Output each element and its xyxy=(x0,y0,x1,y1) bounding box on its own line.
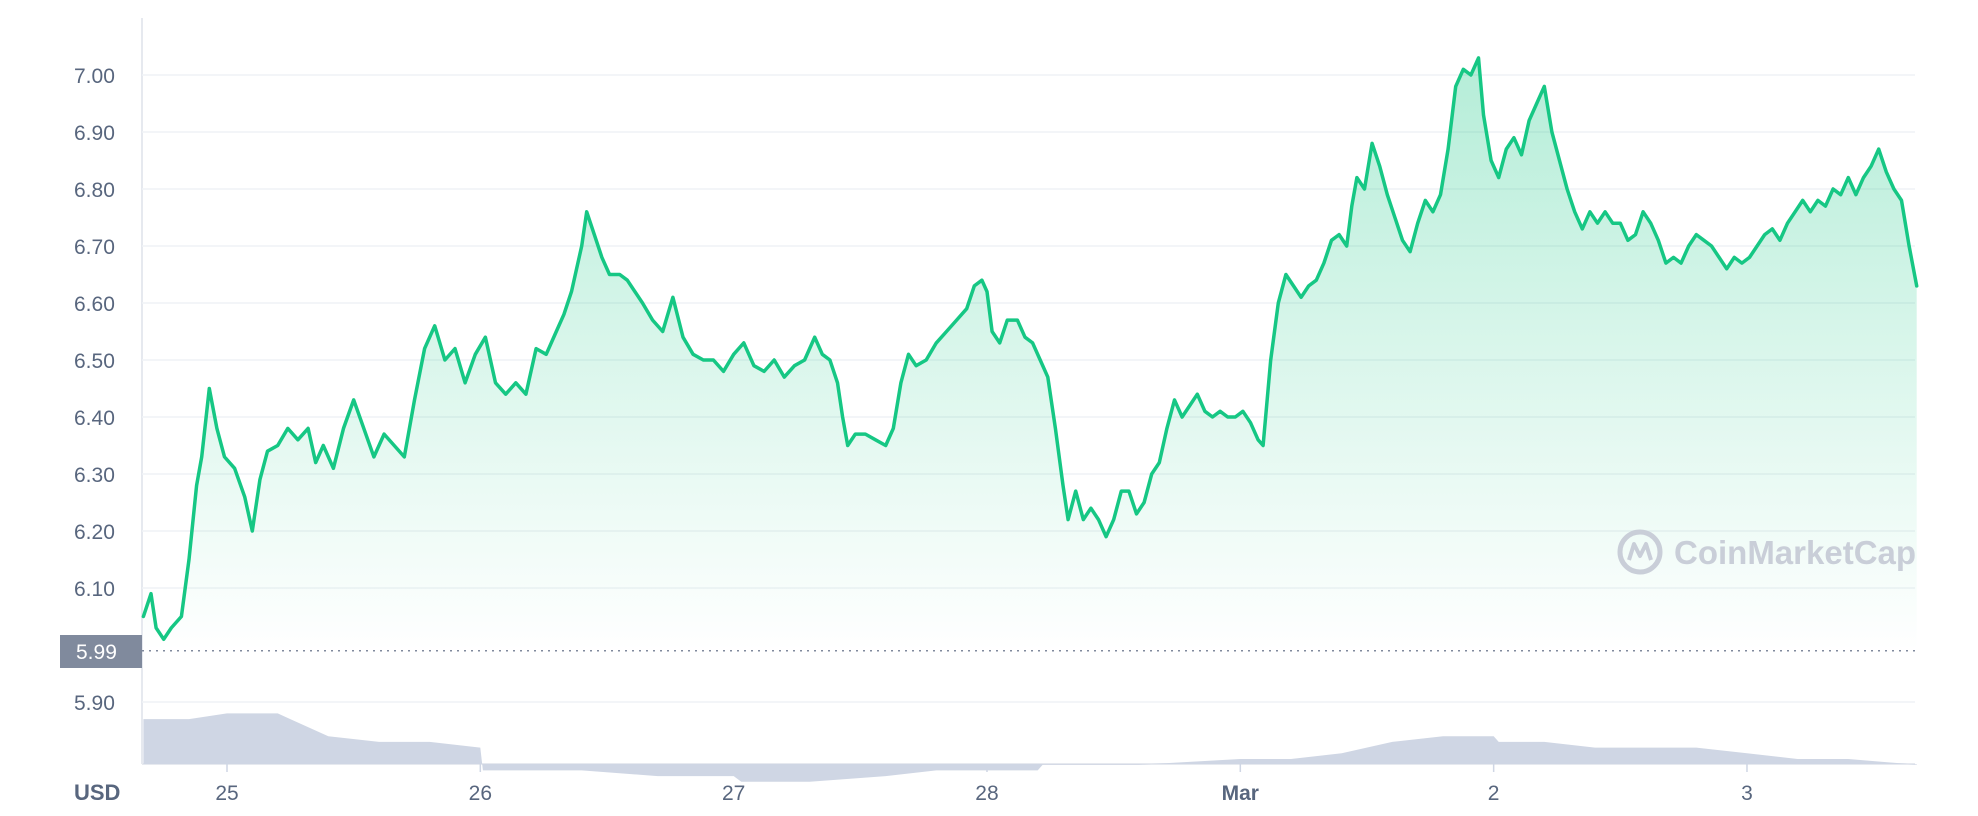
x-tick-label: 26 xyxy=(469,782,492,805)
x-tick-label: 28 xyxy=(975,782,998,805)
price-line-path xyxy=(141,56,1919,642)
y-tick-label: 6.80 xyxy=(74,179,115,202)
price-area-fill xyxy=(143,57,1917,651)
y-axis: 5.90 6.10 6.20 6.30 6.40 6.50 6.60 6.70 6.80 6.90… xyxy=(74,65,115,715)
x-tick-label: 27 xyxy=(722,782,745,805)
y-tick-label: 6.40 xyxy=(74,407,115,430)
x-tick-label: 2 xyxy=(1488,782,1500,805)
reference-price-label: 5.99 xyxy=(76,641,117,664)
y-tick-label: 6.50 xyxy=(74,350,115,373)
volume-area xyxy=(143,713,1917,782)
y-tick-label: 6.30 xyxy=(74,464,115,487)
y-tick-label: 6.90 xyxy=(74,122,115,145)
x-axis: 25 26 27 28 Mar 2 3 xyxy=(215,764,1753,805)
x-tick-label: 3 xyxy=(1741,782,1753,805)
price-area-path xyxy=(143,57,1917,651)
coinmarketcap-logo-icon xyxy=(1617,529,1663,575)
x-tick-label: Mar xyxy=(1222,782,1259,805)
watermark-text: CoinMarketCap xyxy=(1674,534,1916,571)
price-line xyxy=(141,56,1919,642)
y-tick-label: 6.60 xyxy=(74,293,115,316)
currency-label: USD xyxy=(74,780,120,805)
volume-area-path xyxy=(143,713,1917,782)
y-tick-label: 6.10 xyxy=(74,578,115,601)
y-tick-label: 6.20 xyxy=(74,521,115,544)
x-tick-label: 25 xyxy=(215,782,238,805)
y-tick-label: 7.00 xyxy=(74,65,115,88)
coinmarketcap-watermark: CoinMarketCap xyxy=(1617,529,1916,575)
reference-price-badge xyxy=(60,635,142,668)
y-tick-label: 5.90 xyxy=(74,692,115,715)
y-tick-label: 6.70 xyxy=(74,236,115,259)
